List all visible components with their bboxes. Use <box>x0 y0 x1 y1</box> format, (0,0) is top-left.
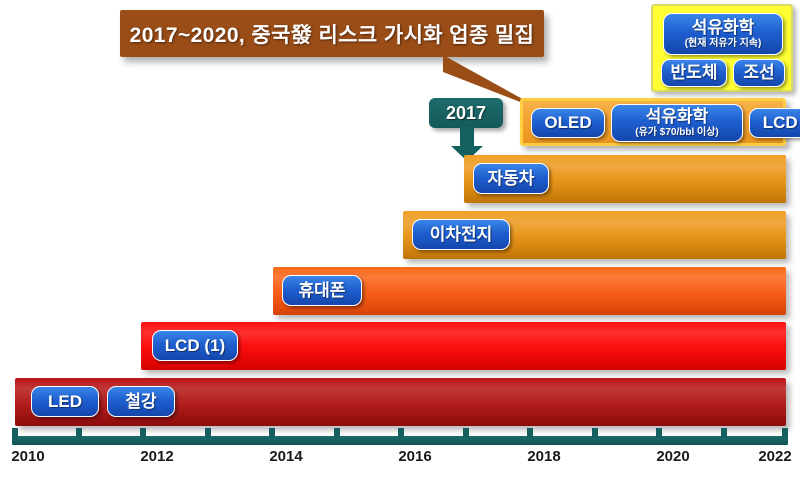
pill-semiconductor: 반도체 <box>661 59 727 87</box>
pill-steel: 철강 <box>107 386 175 417</box>
pill-petrochemical-oil70: 석유화학 (유가 $70/bbl 이상) <box>611 104 743 142</box>
axis-tick <box>592 428 598 438</box>
axis-label-2022: 2022 <box>758 448 792 465</box>
axis-tick <box>12 428 18 438</box>
axis-label-2020: 2020 <box>656 448 690 465</box>
axis-tick <box>782 428 788 438</box>
pill-main-label: 석유화학 <box>645 106 709 126</box>
pill-mobile-phone: 휴대폰 <box>282 275 362 306</box>
pill-secondary-battery: 이차전지 <box>412 219 510 250</box>
banner-text: 2017~2020, 중국發 리스크 가시화 업종 밀집 <box>129 23 535 47</box>
axis-label-2014: 2014 <box>269 448 303 465</box>
pill-main-label: LCD (2) <box>762 113 800 133</box>
pill-main-label: 철강 <box>125 391 157 411</box>
pill-main-label: 석유화학 <box>691 17 755 37</box>
title-banner: 2017~2020, 중국發 리스크 가시화 업종 밀집 <box>120 10 544 57</box>
axis-tick <box>656 428 662 438</box>
axis-tick <box>334 428 340 438</box>
yellow-callout-box: 석유화학 (현재 저유가 지속) 반도체 조선 <box>651 4 793 92</box>
axis-tick <box>269 428 275 438</box>
pill-automobile: 자동차 <box>473 163 549 194</box>
axis-tick <box>140 428 146 438</box>
year-marker-label: 2017 <box>445 102 487 123</box>
pill-main-label: 이차전지 <box>429 224 493 244</box>
pill-main-label: LCD (1) <box>164 335 226 355</box>
bar-led-steel: LED 철강 <box>15 378 786 426</box>
x-axis-line <box>12 436 788 445</box>
axis-label-2016: 2016 <box>398 448 432 465</box>
year-marker-2017: 2017 <box>429 98 503 128</box>
axis-tick <box>398 428 404 438</box>
axis-label-2012: 2012 <box>140 448 174 465</box>
pill-lcd2: LCD (2) <box>749 108 800 138</box>
pill-oled: OLED <box>531 108 605 138</box>
pill-main-label: OLED <box>544 113 592 133</box>
axis-tick <box>463 428 469 438</box>
pill-main-label: 자동차 <box>487 168 535 188</box>
pill-main-label: 반도체 <box>670 63 718 83</box>
bar-lcd1: LCD (1) <box>141 322 786 370</box>
pill-main-label: LED <box>48 391 82 411</box>
bar-oled-petrochemical-lcd2: OLED 석유화학 (유가 $70/bbl 이상) LCD (2) <box>520 98 800 146</box>
axis-label-2010: 2010 <box>11 448 45 465</box>
pill-main-label: 조선 <box>743 63 775 83</box>
bar-secondary-battery: 이차전지 <box>403 211 786 259</box>
pill-shipbuilding: 조선 <box>733 59 785 87</box>
pill-led: LED <box>31 386 99 417</box>
axis-tick <box>76 428 82 438</box>
pill-sub-label: (현재 저유가 지속) <box>684 37 762 49</box>
pill-main-label: 휴대폰 <box>298 280 346 300</box>
axis-tick <box>205 428 211 438</box>
pill-sub-label: (유가 $70/bbl 이상) <box>635 126 719 138</box>
axis-tick <box>527 428 533 438</box>
bar-mobile-phone: 휴대폰 <box>273 267 786 315</box>
axis-label-2018: 2018 <box>527 448 561 465</box>
pill-lcd1: LCD (1) <box>152 330 238 361</box>
bar-automobile: 자동차 <box>464 155 786 203</box>
pill-petrochemical-current: 석유화학 (현재 저유가 지속) <box>663 13 783 55</box>
axis-tick <box>721 428 727 438</box>
